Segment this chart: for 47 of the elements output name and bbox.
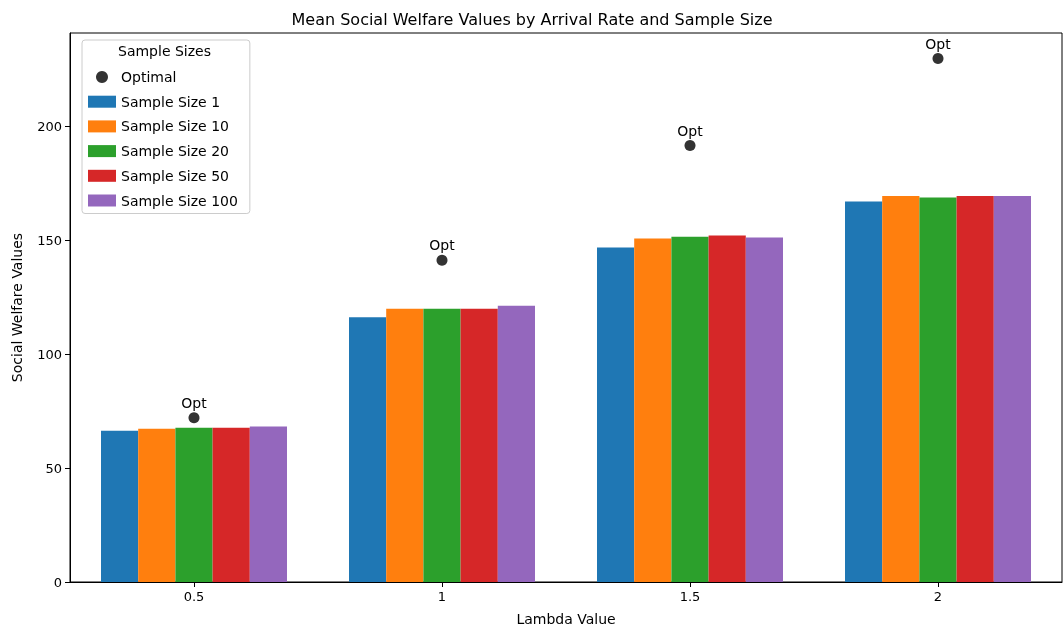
legend-label: Sample Size 50 xyxy=(121,167,229,184)
bar xyxy=(212,427,250,582)
y-tick-label: 150 xyxy=(37,232,62,248)
annotation: Opt xyxy=(181,394,208,411)
annotation: Opt xyxy=(677,122,704,139)
x-tick-label: 0.5 xyxy=(183,589,205,604)
point xyxy=(188,412,200,424)
bar xyxy=(460,308,498,582)
legend-label: Sample Size 100 xyxy=(121,192,238,209)
bar xyxy=(138,428,176,582)
bar xyxy=(919,197,957,582)
bar xyxy=(671,236,709,582)
legend-label: Sample Size 1 xyxy=(121,93,221,110)
x-tick-label: 2 xyxy=(933,589,943,604)
bar xyxy=(423,308,461,582)
x-axis-title: Lambda Value xyxy=(516,611,616,627)
bar xyxy=(386,308,424,582)
point xyxy=(932,53,944,65)
legend-title: Sample Sizes xyxy=(118,43,211,59)
bar xyxy=(634,238,672,582)
bar xyxy=(993,196,1031,582)
bar xyxy=(745,237,783,582)
bar xyxy=(708,235,746,582)
legend-label: Sample Size 20 xyxy=(121,143,229,160)
bar xyxy=(882,196,920,582)
y-tick-label: 200 xyxy=(37,118,62,134)
bar xyxy=(101,430,139,582)
y-tick-label: 100 xyxy=(37,346,62,362)
bar xyxy=(175,427,213,582)
point xyxy=(684,140,696,152)
x-tick-label: 1.5 xyxy=(679,589,701,604)
bar xyxy=(349,317,387,582)
annotation: Opt xyxy=(925,35,952,52)
y-axis-title: Social Welfare Values xyxy=(9,232,25,383)
annotation: Opt xyxy=(429,237,456,254)
bar xyxy=(597,247,635,582)
legend-label: Optimal xyxy=(121,69,177,85)
x-tick-label: 1 xyxy=(437,589,447,604)
y-tick-label: 50 xyxy=(45,460,62,476)
bar xyxy=(497,305,535,582)
bar xyxy=(845,201,883,582)
y-tick-label: 0 xyxy=(53,574,62,590)
legend-label: Sample Size 10 xyxy=(121,118,229,135)
chart-title: Mean Social Welfare Values by Arrival Rate and Sample Size xyxy=(291,9,773,29)
bar xyxy=(956,196,994,582)
bar xyxy=(249,426,287,582)
point xyxy=(436,254,448,266)
